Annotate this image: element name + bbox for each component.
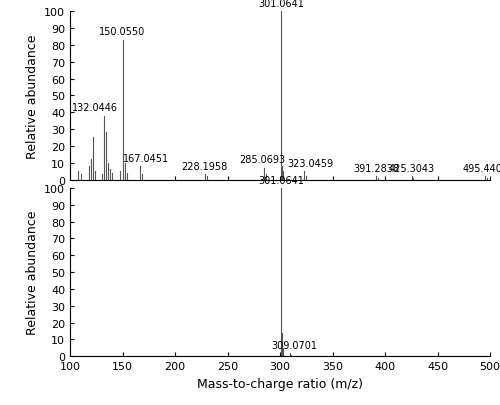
Text: 301.0641: 301.0641: [258, 175, 304, 185]
Text: 301.0641: 301.0641: [258, 0, 304, 9]
Y-axis label: Relative abundance: Relative abundance: [26, 210, 38, 335]
Text: 285.0693: 285.0693: [239, 155, 286, 165]
Text: 495.4402: 495.4402: [462, 163, 500, 173]
Text: 228.1958: 228.1958: [182, 162, 228, 172]
Text: 167.0451: 167.0451: [122, 153, 168, 163]
X-axis label: Mass-to-charge ratio (m/z): Mass-to-charge ratio (m/z): [197, 377, 363, 390]
Text: 425.3043: 425.3043: [388, 163, 434, 173]
Text: 150.0550: 150.0550: [100, 28, 146, 37]
Text: 391.2838: 391.2838: [353, 163, 399, 173]
Y-axis label: Relative abundance: Relative abundance: [26, 34, 38, 158]
Text: 323.0459: 323.0459: [288, 158, 334, 168]
Text: 309.0701: 309.0701: [272, 340, 318, 350]
Text: 132.0446: 132.0446: [72, 103, 118, 113]
